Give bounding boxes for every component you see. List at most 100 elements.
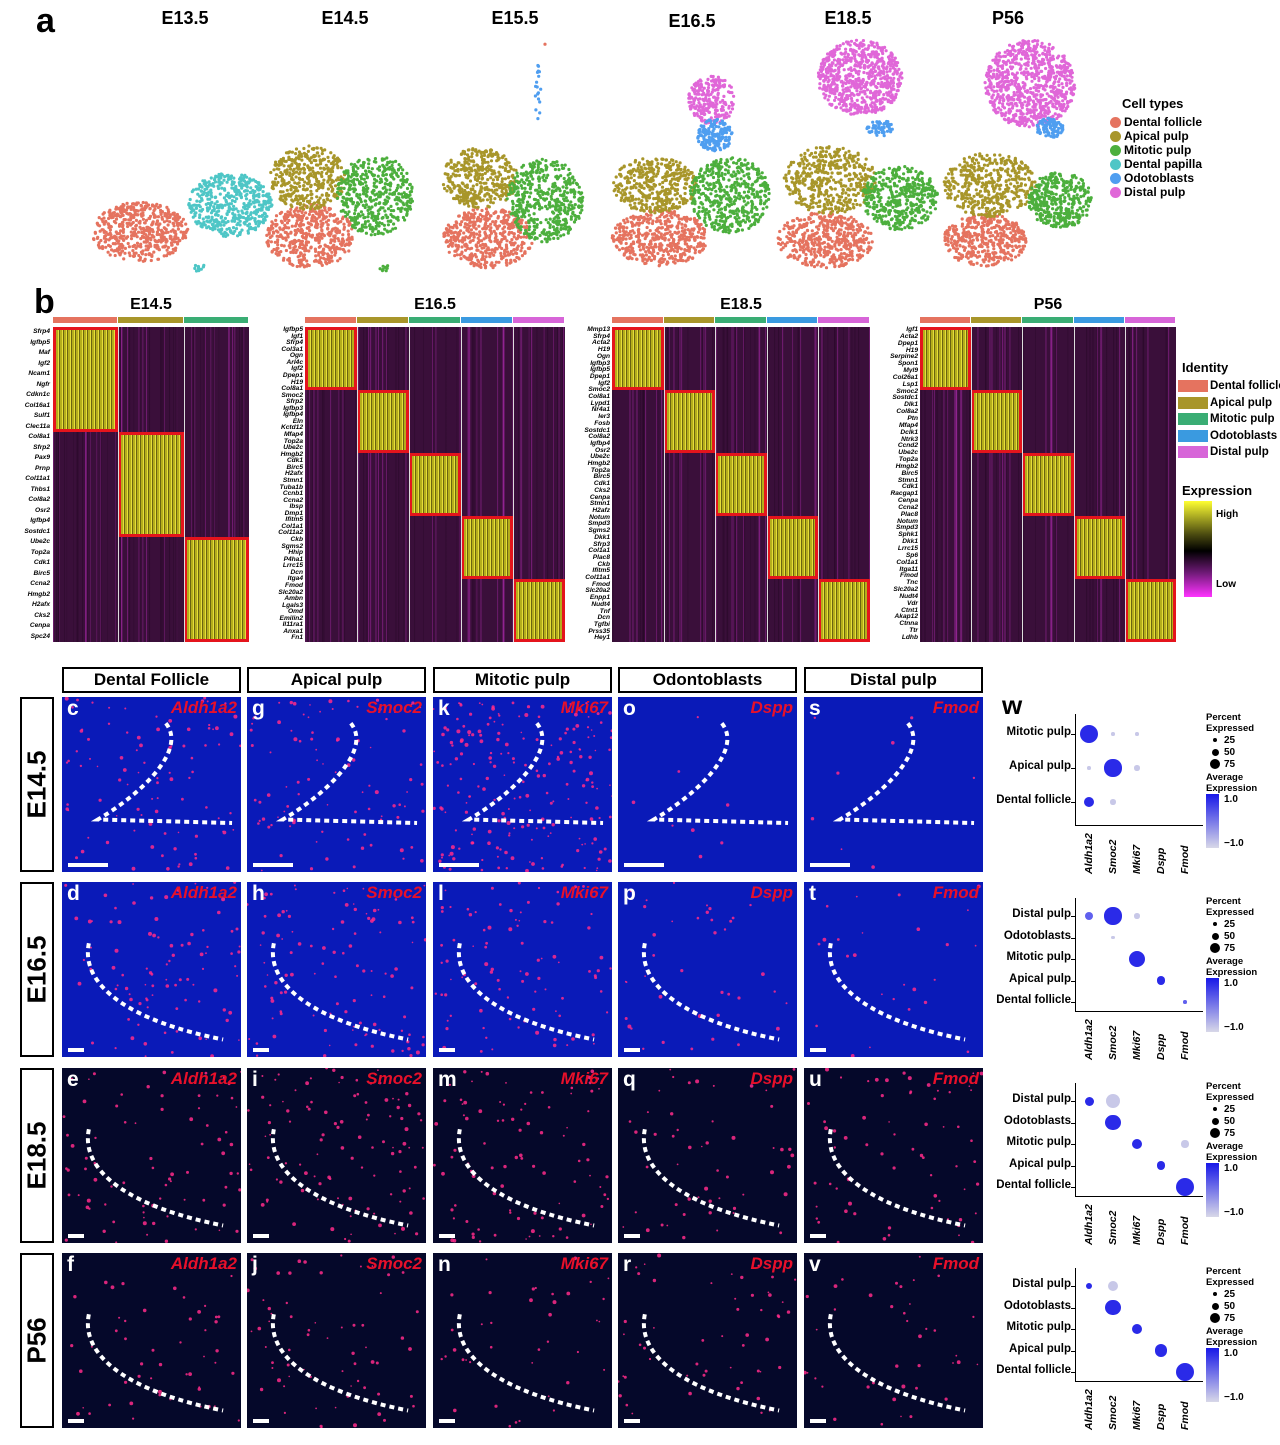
- umap-cell: [305, 216, 309, 221]
- umap-cell: [757, 172, 761, 176]
- umap-title-E13.5: E13.5: [161, 8, 209, 28]
- umap-cell: [397, 163, 401, 167]
- umap-cell: [502, 230, 506, 235]
- umap-cell: [644, 253, 649, 257]
- umap-cell: [297, 223, 301, 227]
- umap-cell: [523, 186, 527, 190]
- umap-cell: [658, 242, 662, 246]
- umap-cell: [493, 263, 497, 267]
- umap-cell: [351, 202, 355, 206]
- umap-cell: [310, 219, 314, 223]
- umap-cell: [572, 206, 576, 210]
- umap-cell: [158, 203, 162, 208]
- umap-cell: [323, 167, 327, 171]
- umap-cell: [536, 117, 540, 121]
- umap-cell: [349, 162, 353, 166]
- umap-cell: [628, 236, 632, 240]
- umap-cell: [564, 221, 569, 225]
- umap-cell: [341, 241, 345, 245]
- umap-cell: [746, 211, 751, 215]
- umap-cell: [236, 234, 240, 238]
- umap-cell: [310, 192, 314, 196]
- umap-cell: [614, 184, 618, 188]
- umap-cell: [479, 250, 483, 254]
- umap-cell: [242, 179, 247, 183]
- umap-cell: [348, 198, 352, 202]
- umap-cell: [290, 176, 294, 180]
- umap-cell: [351, 187, 355, 191]
- umap-cell: [405, 186, 410, 191]
- umap-cell: [633, 160, 637, 164]
- umap-cell: [629, 194, 633, 198]
- umap-cell: [538, 171, 542, 175]
- umap-cell: [452, 196, 456, 201]
- umap-cell: [537, 190, 541, 194]
- umap-cell: [631, 186, 635, 190]
- umap-cell: [131, 244, 135, 249]
- umap-cell: [537, 74, 541, 78]
- umap-cell: [516, 181, 521, 185]
- umap-cell: [669, 179, 673, 183]
- umap-cell: [542, 178, 546, 182]
- umap-cell: [130, 234, 134, 238]
- umap-cell: [176, 236, 180, 240]
- umap-cell: [125, 221, 129, 225]
- umap-cell: [248, 227, 252, 231]
- umap-cell: [755, 191, 759, 196]
- umap-cell: [737, 182, 741, 186]
- umap-cell: [572, 188, 576, 192]
- umap-cell: [467, 148, 471, 152]
- umap-cell: [279, 190, 283, 194]
- umap-cell: [330, 259, 334, 263]
- umap-cell: [488, 238, 492, 242]
- umap-cell: [680, 226, 684, 230]
- umap-cell: [298, 264, 302, 268]
- umap-cell: [381, 206, 385, 210]
- umap-cell: [560, 201, 564, 205]
- panel-a-label: a: [36, 2, 55, 40]
- umap-cell: [618, 229, 622, 234]
- umap-cell: [456, 184, 460, 188]
- umap-cell: [323, 243, 327, 247]
- umap-cell: [510, 241, 515, 245]
- umap-cell: [640, 199, 644, 203]
- umap-cell: [503, 236, 507, 240]
- umap-cell: [277, 234, 281, 239]
- umap-cell: [675, 206, 680, 210]
- umap-cell: [476, 248, 480, 252]
- umap-cell: [378, 193, 382, 198]
- umap-cell: [666, 165, 670, 169]
- umap-cell: [446, 172, 450, 177]
- umap-cell: [512, 168, 516, 172]
- umap-cell: [683, 177, 687, 181]
- umap-cell: [284, 151, 289, 155]
- umap-cell: [153, 207, 157, 211]
- umap-cell: [329, 151, 333, 155]
- umap-cell: [625, 226, 629, 230]
- umap-cell: [738, 197, 742, 201]
- umap-cell: [326, 223, 330, 227]
- umap-cell: [545, 231, 549, 235]
- umap-cell: [465, 167, 469, 171]
- umap-cell: [361, 165, 365, 169]
- umap-cell: [315, 217, 319, 221]
- umap-cell: [267, 205, 272, 209]
- umap-cell: [393, 226, 398, 230]
- umap-cell: [313, 175, 318, 179]
- umap-cell: [331, 244, 335, 248]
- umap-cell: [697, 250, 701, 254]
- umap-cell: [543, 42, 547, 46]
- umap-cell: [738, 223, 742, 228]
- umap-cell: [210, 209, 215, 213]
- umap-cell: [142, 240, 146, 244]
- umap-cell: [690, 256, 695, 260]
- umap-cell: [365, 175, 369, 179]
- umap-cell: [674, 160, 678, 164]
- umap-cell: [513, 176, 517, 180]
- umap-cell: [106, 250, 110, 254]
- umap-cell: [114, 217, 119, 221]
- umap-cell: [652, 182, 656, 186]
- umap-cell: [277, 163, 281, 167]
- umap-cell: [241, 211, 245, 215]
- umap-cell: [274, 218, 278, 222]
